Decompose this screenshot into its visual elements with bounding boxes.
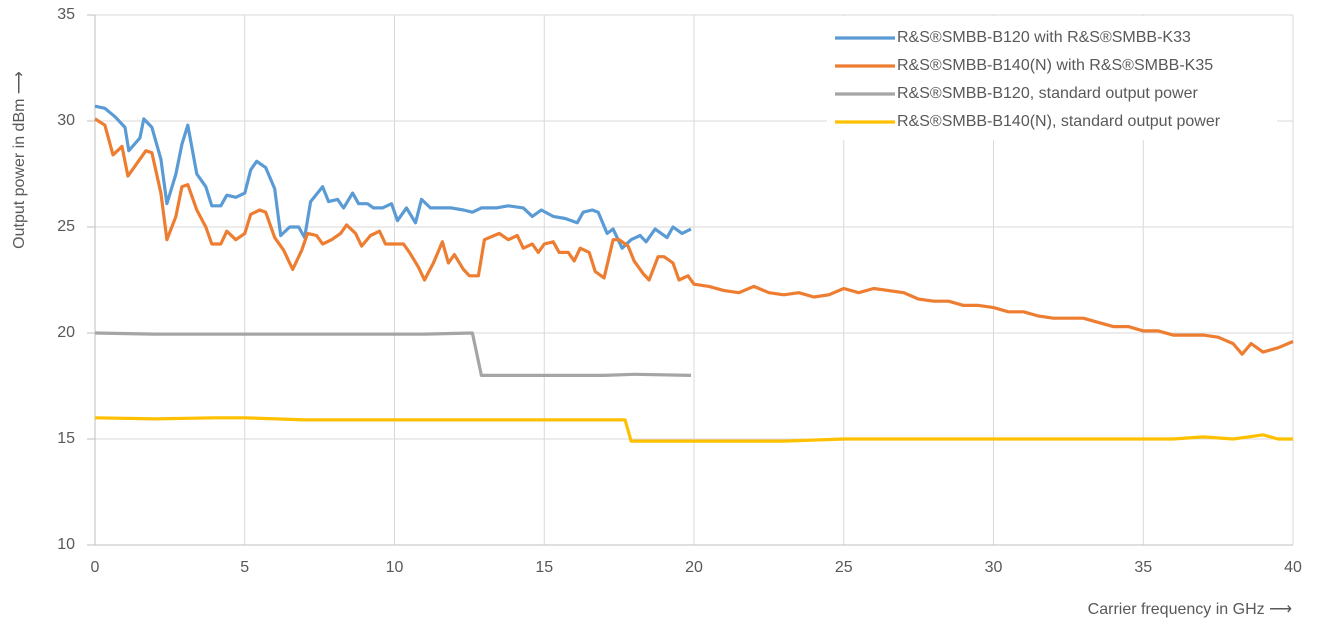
series-line [94, 416, 1293, 443]
x-tick-label: 35 [1134, 559, 1152, 576]
series-line [94, 117, 1294, 356]
x-tick-label: 5 [240, 559, 249, 576]
legend-box [827, 16, 1277, 140]
y-tick-label: 25 [57, 218, 75, 235]
x-tick-label: 0 [91, 559, 100, 576]
y-axis-label: Output power in dBm ⟶ [11, 71, 28, 249]
x-axis-label: Carrier frequency in GHz ⟶ [1088, 601, 1292, 618]
legend-label: R&S®SMBB-B120 with R&S®SMBB-K33 [897, 29, 1191, 46]
x-tick-label: 25 [835, 559, 853, 576]
series-line [94, 104, 692, 250]
y-tick-label: 10 [57, 536, 75, 553]
x-tick-label: 40 [1284, 559, 1302, 576]
legend-label: R&S®SMBB-B120, standard output power [897, 85, 1199, 102]
y-tick-label: 15 [57, 430, 75, 447]
y-tick-label: 35 [57, 6, 75, 23]
x-tick-label: 30 [985, 559, 1003, 576]
legend-label: R&S®SMBB-B140(N), standard output power [897, 113, 1221, 130]
x-tick-label: 15 [535, 559, 553, 576]
x-tick-label: 10 [386, 559, 404, 576]
legend-label: R&S®SMBB-B140(N) with R&S®SMBB-K35 [897, 57, 1213, 74]
x-tick-label: 20 [685, 559, 703, 576]
series-line [94, 331, 692, 377]
y-tick-label: 30 [57, 112, 75, 129]
y-tick-label: 20 [57, 324, 75, 341]
